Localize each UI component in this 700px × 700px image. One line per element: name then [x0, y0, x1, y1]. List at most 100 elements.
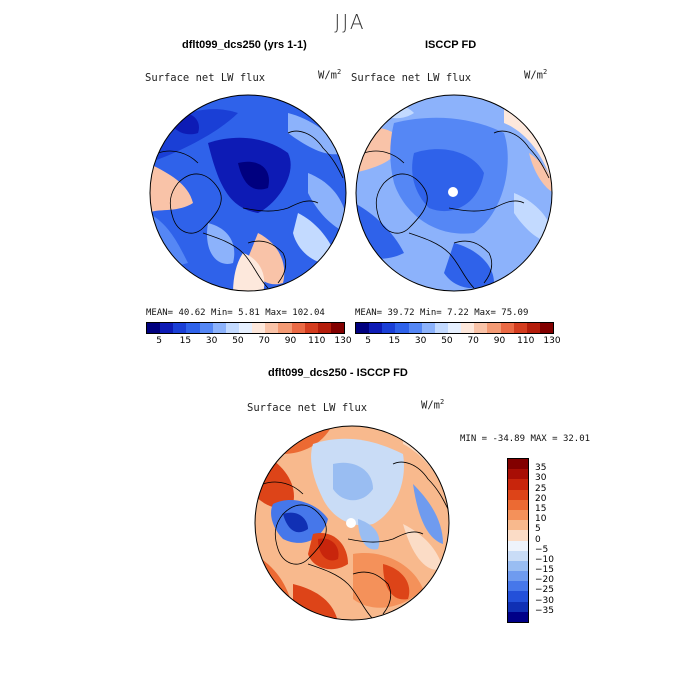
panel-model-field	[150, 95, 346, 291]
panel-diff-colorbar-ticks: 35 30 25 20 15 10 5 0 −5 −10 −15 −20 −25 −30 −35	[535, 458, 575, 621]
colorbar-cell	[199, 323, 213, 333]
panel-diff-variable: Surface net LW flux	[247, 402, 368, 414]
colorbar-cell	[434, 323, 448, 333]
panel-obs-colorbar	[355, 322, 554, 334]
colorbar-cell	[508, 530, 528, 541]
colorbar-tick-label: −10	[535, 554, 554, 565]
colorbar-cell	[382, 323, 396, 333]
panel-model-title: dflt099_dcs250 (yrs 1-1)	[182, 39, 307, 51]
panel-diff-boundary	[254, 425, 450, 621]
colorbar-cell	[508, 601, 528, 612]
panel-model-map	[149, 94, 347, 292]
colorbar-cell	[508, 560, 528, 572]
panel-model-colorbar	[146, 322, 345, 334]
colorbar-tick-label: 50	[232, 336, 244, 346]
colorbar-cell	[461, 323, 475, 333]
colorbar-tick-label: 70	[258, 336, 270, 346]
colorbar-cell	[330, 323, 345, 333]
colorbar-cell	[212, 323, 226, 333]
colorbar-cell	[508, 550, 528, 561]
colorbar-cell	[173, 323, 187, 333]
panel-obs-title: ISCCP FD	[425, 39, 477, 51]
colorbar-tick-label: 5	[156, 336, 162, 346]
panel-obs-map	[355, 94, 553, 292]
colorbar-tick-label: 35	[535, 463, 547, 474]
colorbar-cell	[421, 323, 435, 333]
colorbar-cell	[508, 469, 528, 480]
panel-model-units: W/m2	[318, 68, 342, 82]
panel-model-boundary	[149, 94, 347, 292]
colorbar-tick-label: 30	[414, 336, 427, 346]
colorbar-tick-label: 25	[535, 483, 547, 494]
colorbar-tick-label: 10	[535, 514, 547, 525]
panel-diff-stats: MIN = -34.89 MAX = 32.01	[460, 434, 591, 444]
panel-obs-stats: MEAN= 39.72 Min= 7.22 Max= 75.09	[355, 308, 529, 318]
panel-obs-pole-gap	[448, 187, 458, 197]
colorbar-cell	[147, 323, 161, 333]
colorbar-tick-label: −25	[535, 585, 554, 596]
colorbar-tick-label: −15	[535, 565, 554, 576]
colorbar-cell	[265, 323, 279, 333]
colorbar-cell	[526, 323, 540, 333]
colorbar-cell	[225, 323, 239, 333]
panel-diff-title: dflt099_dcs250 - ISCCP FD	[268, 367, 408, 379]
colorbar-tick-label: 5	[365, 336, 371, 346]
colorbar-cell	[291, 323, 305, 333]
panel-diff-pole-gap	[346, 518, 356, 528]
colorbar-cell	[186, 323, 200, 333]
colorbar-tick-label: −35	[535, 605, 554, 616]
colorbar-tick-label: 110	[517, 336, 535, 346]
panel-model-variable: Surface net LW flux	[145, 72, 266, 84]
colorbar-tick-label: 15	[535, 503, 547, 514]
colorbar-cell	[474, 323, 488, 333]
colorbar-cell	[508, 520, 528, 531]
panel-diff-coastlines	[262, 461, 449, 620]
colorbar-cell	[447, 323, 462, 333]
colorbar-cell	[508, 499, 528, 510]
colorbar-tick-label: 70	[467, 336, 479, 346]
colorbar-tick-label: 15	[179, 336, 192, 346]
colorbar-tick-label: 130	[334, 336, 352, 346]
colorbar-tick-label: 30	[535, 473, 547, 484]
colorbar-cell	[508, 459, 528, 470]
colorbar-tick-label: 90	[284, 336, 297, 346]
colorbar-tick-label: 5	[535, 524, 541, 535]
colorbar-tick-label: 110	[308, 336, 326, 346]
colorbar-cell	[508, 540, 528, 551]
colorbar-cell	[508, 509, 528, 521]
colorbar-cell	[238, 323, 253, 333]
colorbar-cell	[539, 323, 554, 333]
panel-diff-units: W/m2	[421, 398, 445, 412]
panel-model-colorbar-ticks: 5 15 30 50 70 90 110 130	[146, 336, 351, 348]
colorbar-cell	[369, 323, 383, 333]
panel-obs-coastlines	[363, 130, 550, 289]
panel-model-stats: MEAN= 40.62 Min= 5.81 Max= 102.04	[146, 308, 325, 318]
colorbar-tick-label: 0	[535, 534, 541, 545]
colorbar-tick-label: −30	[535, 595, 554, 606]
colorbar-cell	[408, 323, 422, 333]
panel-diff-map	[254, 425, 450, 621]
colorbar-cell	[508, 591, 528, 602]
colorbar-cell	[317, 323, 331, 333]
panel-model-coastlines	[157, 130, 344, 289]
panel-obs-colorbar-ticks: 5 15 30 50 70 90 110 130	[355, 336, 560, 348]
colorbar-tick-label: 130	[543, 336, 561, 346]
colorbar-tick-label: −5	[535, 544, 549, 555]
colorbar-cell	[356, 323, 370, 333]
colorbar-cell	[500, 323, 514, 333]
colorbar-cell	[508, 489, 528, 500]
colorbar-cell	[508, 571, 528, 582]
colorbar-tick-label: 50	[441, 336, 453, 346]
colorbar-tick-label: 30	[205, 336, 218, 346]
colorbar-cell	[252, 323, 266, 333]
colorbar-cell	[278, 323, 292, 333]
panel-obs-variable: Surface net LW flux	[351, 72, 472, 84]
colorbar-cell	[508, 581, 528, 592]
colorbar-cell	[487, 323, 501, 333]
colorbar-cell	[160, 323, 174, 333]
colorbar-cell	[508, 611, 528, 622]
colorbar-cell	[513, 323, 527, 333]
colorbar-tick-label: 90	[493, 336, 506, 346]
season-title: JJA	[334, 10, 366, 34]
colorbar-tick-label: 20	[535, 493, 547, 504]
